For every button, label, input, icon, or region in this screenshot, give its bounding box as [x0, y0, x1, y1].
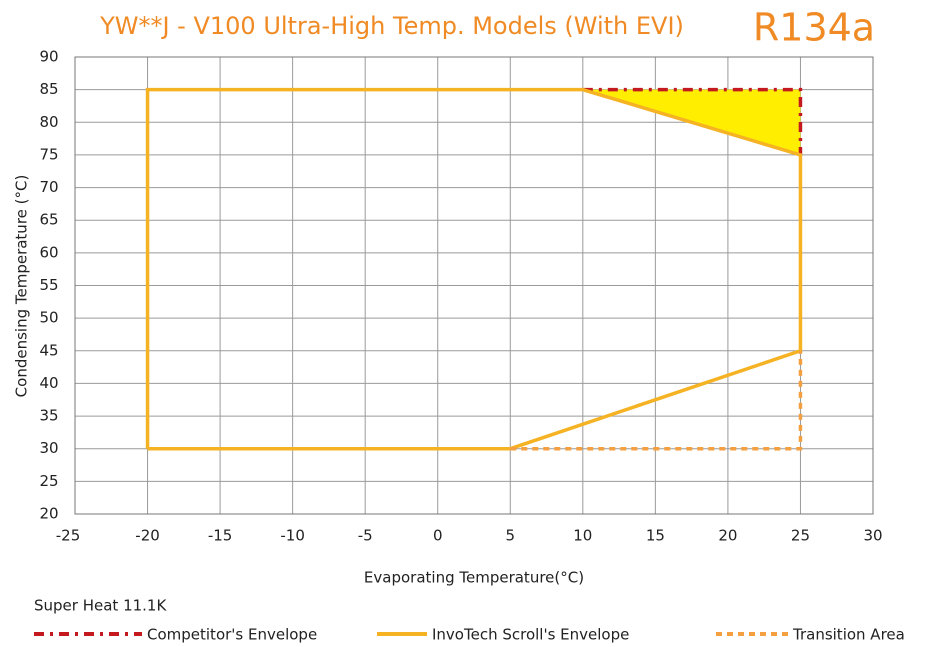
legend-label: Competitor's Envelope	[147, 626, 317, 644]
x-axis-label: Evaporating Temperature(°C)	[364, 569, 584, 587]
y-tick-label: 55	[39, 276, 58, 294]
annotation: Super Heat 11.1K	[34, 597, 167, 615]
chart-subtitle: R134a	[753, 6, 875, 50]
plot-border	[74, 56, 874, 515]
y-tick-label: 45	[39, 341, 58, 359]
x-tick-label: 30	[863, 527, 882, 545]
y-tick-label: 30	[39, 439, 58, 457]
x-tick-label: -10	[280, 527, 305, 545]
x-tick-label: 0	[433, 527, 443, 545]
x-tick-label: -15	[208, 527, 233, 545]
y-tick-label: 40	[39, 374, 58, 392]
chart-title: YW**J - V100 Ultra-High Temp. Models (Wi…	[99, 12, 684, 40]
x-tick-label: 10	[573, 527, 592, 545]
y-tick-label: 35	[39, 407, 58, 425]
legend-label: InvoTech Scroll's Envelope	[432, 626, 629, 644]
legend-label: Transition Area	[792, 626, 905, 644]
y-tick-label: 65	[39, 211, 58, 229]
line	[582, 87, 803, 155]
y-tick-label: 20	[39, 505, 58, 523]
y-tick-label: 50	[39, 309, 58, 327]
y-axis-label: Condensing Temperature (°C)	[13, 175, 31, 398]
x-tick-label: -5	[358, 527, 373, 545]
y-tick-label: 90	[39, 48, 58, 66]
y-tick-label: 75	[39, 145, 58, 163]
y-tick-label: 85	[39, 80, 58, 98]
y-tick-label: 70	[39, 178, 58, 196]
y-tick-label: 80	[39, 113, 58, 131]
y-tick-label: 25	[39, 472, 58, 490]
x-tick-label: 20	[718, 527, 737, 545]
x-tick-label: 25	[791, 527, 810, 545]
x-tick-label: -20	[135, 527, 160, 545]
line	[510, 350, 803, 451]
y-tick-label: 60	[39, 243, 58, 261]
x-tick-label: 15	[646, 527, 665, 545]
x-tick-label: 5	[505, 527, 515, 545]
x-tick-label: -25	[56, 527, 81, 545]
